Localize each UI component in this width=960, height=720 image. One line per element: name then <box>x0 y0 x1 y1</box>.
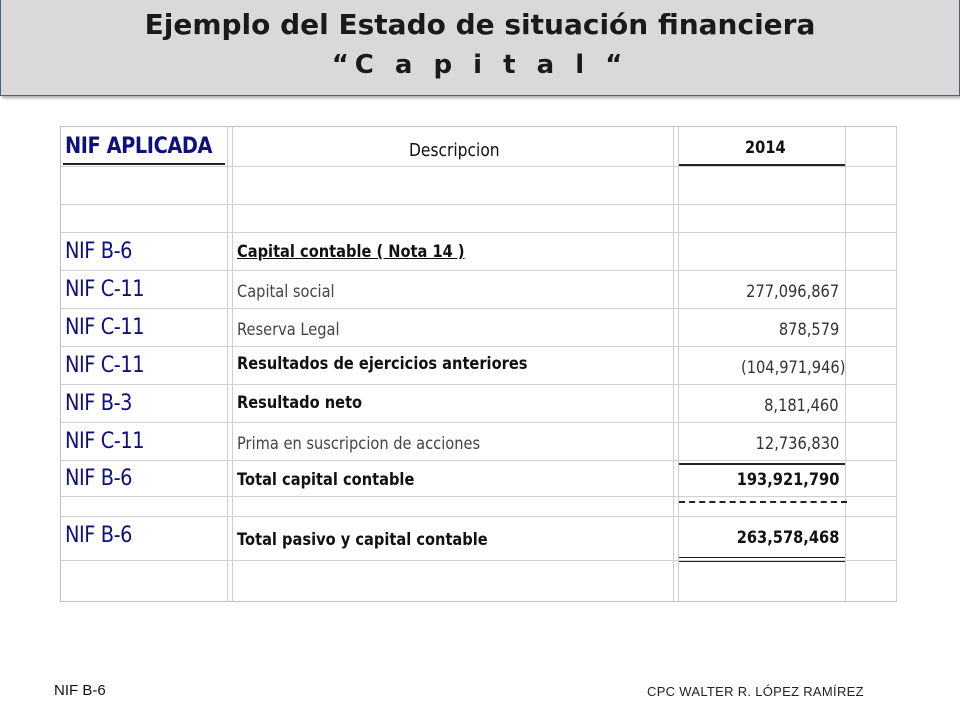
table-row: NIF B-6 Total pasivo y capital contable … <box>61 517 897 561</box>
page-subtitle: “C a p i t a l “ <box>331 50 629 80</box>
row-description: Total capital contable <box>237 470 415 490</box>
row-nif: NIF B-6 <box>65 239 132 264</box>
capital-table: NIF APLICADA Descripcion 2014 NIF B-6 Ca… <box>60 126 897 602</box>
table-row: NIF C-11 Capital social 277,096,867 <box>61 271 897 309</box>
row-amount: 12,736,830 <box>755 434 839 454</box>
subtotal-rule <box>679 463 845 465</box>
table-header-row: NIF APLICADA Descripcion 2014 <box>61 127 897 167</box>
footer-reference: NIF B-6 <box>54 682 106 699</box>
header-underline <box>63 163 225 165</box>
table-row: NIF C-11 Prima en suscripcion de accione… <box>61 423 897 461</box>
row-nif: NIF C-11 <box>65 353 145 378</box>
row-description: Reserva Legal <box>237 320 340 340</box>
total-dashed-rule <box>679 501 847 503</box>
column-divider <box>896 127 897 601</box>
header-description: Descripcion <box>409 140 500 161</box>
table-row <box>61 205 897 233</box>
row-amount: 263,578,468 <box>736 528 839 548</box>
grand-total-double-rule <box>679 561 845 562</box>
row-nif: NIF B-3 <box>65 391 132 416</box>
header-nif: NIF APLICADA <box>65 134 213 159</box>
row-description: Total pasivo y capital contable <box>237 530 488 550</box>
title-banner: Ejemplo del Estado de situación financie… <box>0 0 960 96</box>
row-nif: NIF B-6 <box>65 523 132 548</box>
row-nif: NIF C-11 <box>65 277 145 302</box>
row-description: Prima en suscripcion de acciones <box>237 434 481 454</box>
row-description: Capital contable ( Nota 14 ) <box>237 242 465 262</box>
row-nif: NIF B-6 <box>65 466 132 491</box>
header-year: 2014 <box>745 138 786 158</box>
row-amount: (104,971,946) <box>740 358 845 378</box>
row-nif: NIF C-11 <box>65 429 145 454</box>
column-divider <box>232 127 233 601</box>
table-row <box>61 497 897 517</box>
row-nif: NIF C-11 <box>65 315 145 340</box>
column-divider <box>227 127 228 601</box>
table-row: NIF B-6 Total capital contable 193,921,7… <box>61 461 897 497</box>
column-divider <box>845 127 846 601</box>
footer-author: CPC WALTER R. LÓPEZ RAMÍREZ <box>647 684 864 699</box>
grand-total-double-rule <box>679 557 845 558</box>
table-row: NIF B-6 Capital contable ( Nota 14 ) <box>61 233 897 271</box>
column-divider <box>673 127 674 601</box>
table-row: NIF C-11 Reserva Legal 878,579 <box>61 309 897 347</box>
row-amount: 8,181,460 <box>764 396 839 416</box>
row-description: Resultado neto <box>237 393 363 413</box>
page-title: Ejemplo del Estado de situación financie… <box>144 8 816 41</box>
table-row: NIF B-3 Resultado neto 8,181,460 <box>61 385 897 423</box>
row-description: Resultados de ejercicios anteriores <box>237 354 528 374</box>
table-row <box>61 561 897 601</box>
table-row: NIF C-11 Resultados de ejercicios anteri… <box>61 347 897 385</box>
row-description: Capital social <box>237 282 335 302</box>
table-row <box>61 167 897 205</box>
row-amount: 878,579 <box>778 320 839 340</box>
row-amount: 193,921,790 <box>736 470 839 490</box>
column-divider <box>678 127 679 601</box>
header-underline <box>679 164 845 166</box>
row-amount: 277,096,867 <box>745 282 839 302</box>
